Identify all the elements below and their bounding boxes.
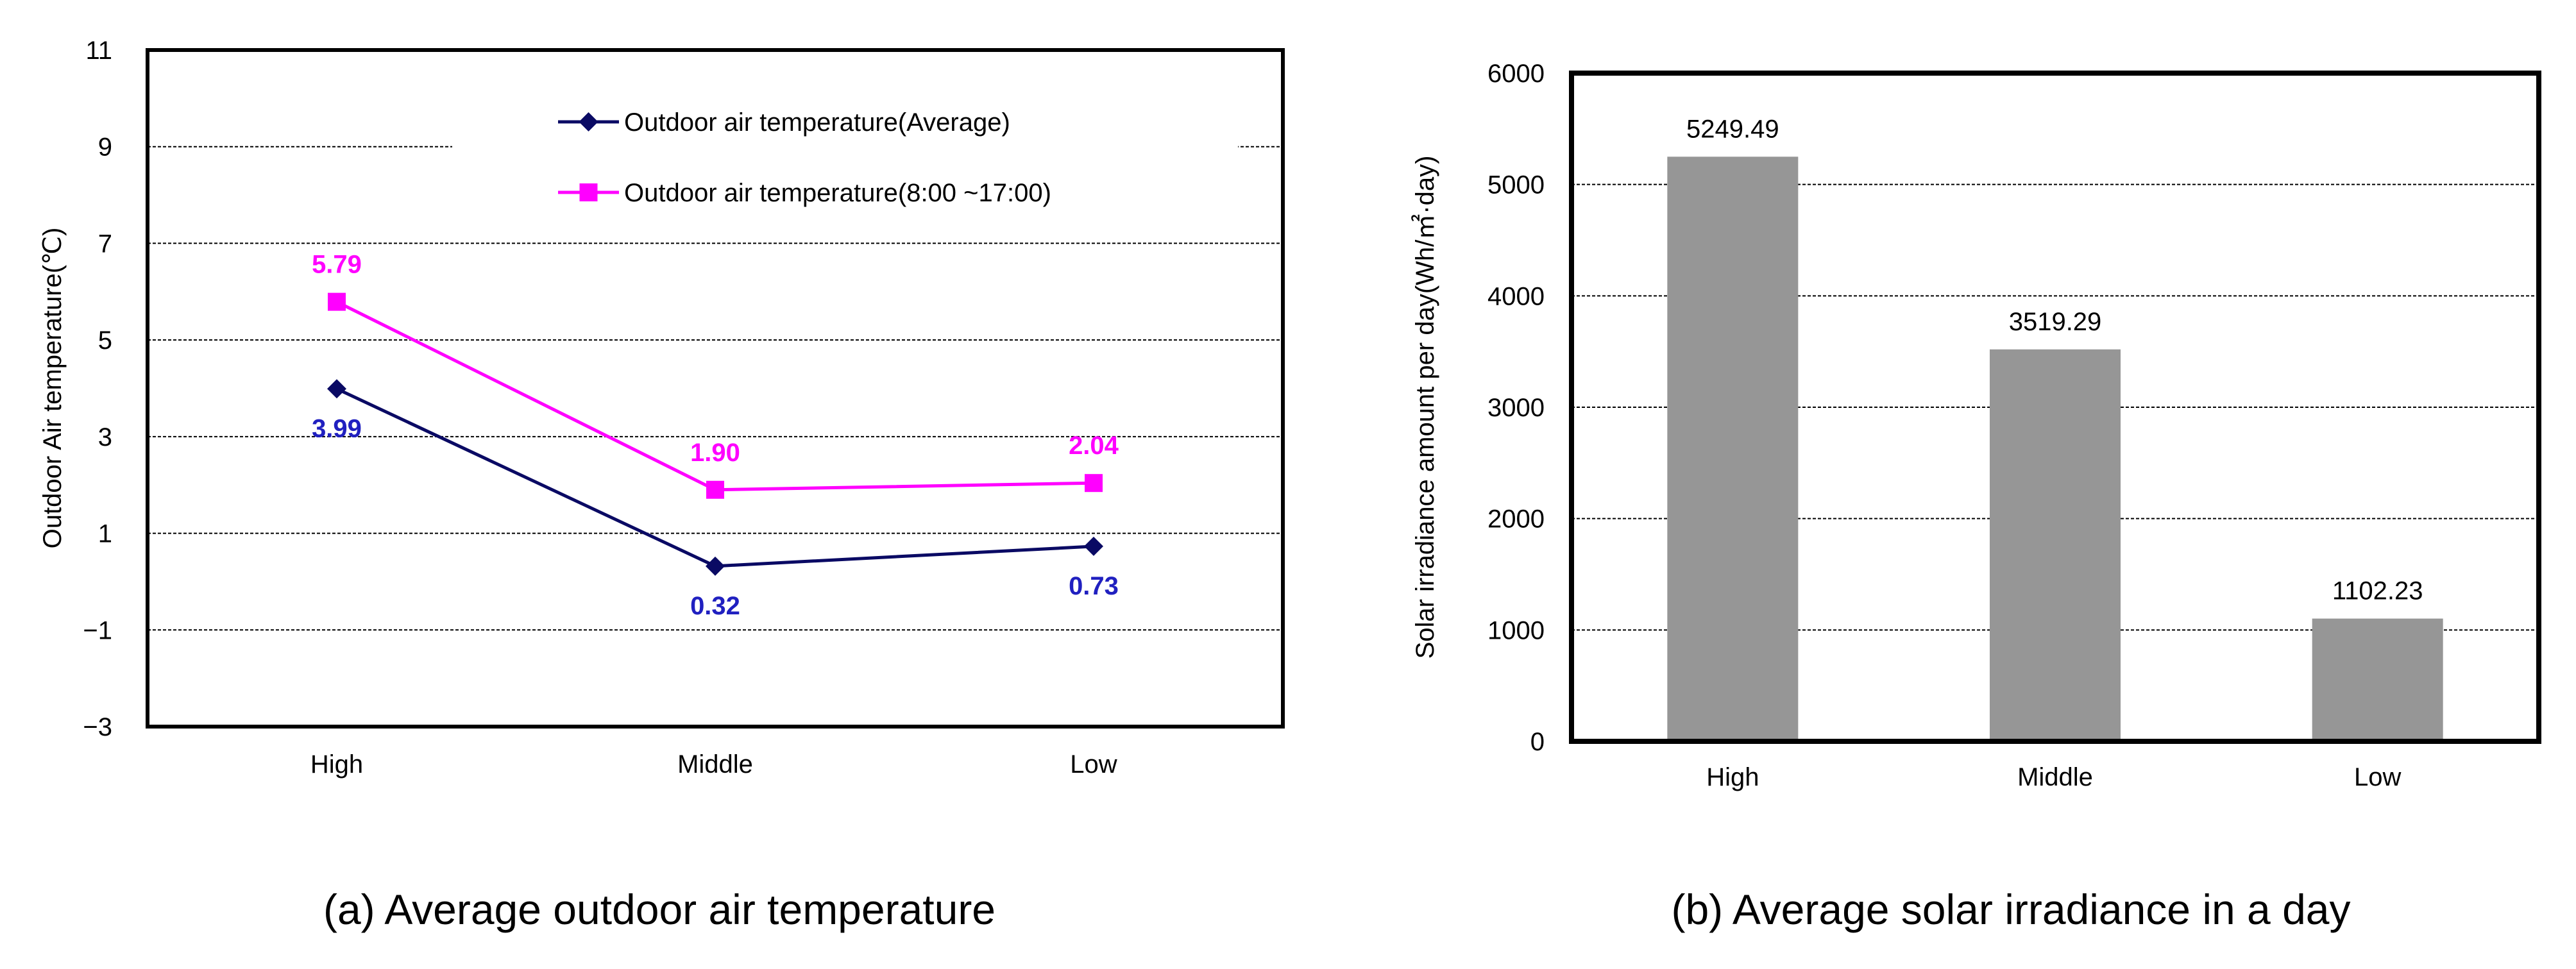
- temperature-legend: Outdoor air temperature(Average) Outdoor …: [558, 108, 1051, 207]
- temperature-point-marker: [1085, 474, 1103, 493]
- temperature-y-tick-label: 9: [98, 133, 112, 162]
- solar-bar-value-label: 1102.23: [2332, 577, 2423, 605]
- temperature-caption: (a) Average outdoor air temperature: [323, 886, 996, 933]
- temperature-series-line: [335, 387, 1094, 568]
- solar-y-tick-label: 5000: [1487, 171, 1545, 199]
- solar-bar: [1990, 349, 2121, 741]
- temperature-data-label: 0.32: [690, 592, 740, 620]
- solar-bar-value-label: 3519.29: [2009, 308, 2102, 336]
- solar-bar-value-label: 5249.49: [1686, 115, 1779, 143]
- solar-bar: [1667, 156, 1799, 742]
- temperature-data-label: 1.90: [690, 439, 740, 467]
- solar-x-tick-label: Low: [2354, 763, 2401, 791]
- temperature-y-tick-label: −3: [83, 713, 112, 741]
- solar-plot-frame: [1569, 71, 2541, 744]
- temperature-legend-marker: [579, 112, 598, 131]
- temperature-y-tick-label: −1: [83, 616, 112, 645]
- temperature-point-marker: [328, 292, 346, 311]
- solar-y-ticks: 6000 5000 4000 3000 2000 1000 0: [1487, 60, 1545, 756]
- solar-bar: [2312, 618, 2443, 741]
- temperature-y-ticks: 11 9 7 5 3 1 −1 −3: [83, 37, 112, 741]
- temperature-y-tick-label: 3: [98, 423, 112, 451]
- temperature-x-tick-label: High: [310, 750, 363, 779]
- solar-y-tick-label: 6000: [1487, 60, 1545, 88]
- temperature-data-label: 2.04: [1069, 432, 1119, 460]
- temperature-y-axis-title: Outdoor Air temperature(℃): [38, 228, 67, 549]
- temperature-y-tick-label: 11: [85, 37, 112, 65]
- temperature-x-tick-label: Middle: [677, 750, 753, 779]
- solar-y-axis-title: Solar irradiance amount per day(Wh/㎡·day…: [1411, 156, 1439, 659]
- solar-bar-chart: 6000 5000 4000 3000 2000 1000 0 5249.49 3519.29…: [1411, 60, 2541, 933]
- temperature-series: [327, 292, 1103, 576]
- solar-data-labels: 5249.49 3519.29 1102.23: [1686, 115, 2423, 605]
- temperature-legend-label: Outdoor air temperature(Average): [624, 108, 1010, 137]
- temperature-data-labels: 3.99 0.32 0.73 5.79 1.90 2.04: [312, 251, 1119, 620]
- temperature-data-label: 0.73: [1069, 572, 1119, 600]
- temperature-y-tick-label: 7: [98, 230, 112, 258]
- temperature-x-tick-label: Low: [1070, 750, 1117, 779]
- temperature-legend-background: [452, 90, 1238, 237]
- solar-y-tick-label: 4000: [1487, 282, 1545, 310]
- temperature-y-tick-label: 1: [98, 520, 112, 548]
- temperature-line-chart: 11 9 7 5 3 1 −1 −3 High Middle Low 3.99 0.32 0.73 5.…: [38, 37, 1285, 933]
- solar-y-tick-label: 1000: [1487, 616, 1545, 645]
- solar-y-tick-label: 2000: [1487, 505, 1545, 534]
- temperature-point-marker: [1084, 536, 1103, 556]
- solar-caption: (b) Average solar irradiance in a day: [1671, 886, 2350, 933]
- temperature-x-ticks: High Middle Low: [310, 750, 1117, 779]
- solar-x-tick-label: Middle: [2017, 763, 2093, 791]
- solar-y-tick-label: 3000: [1487, 394, 1545, 422]
- temperature-data-label: 3.99: [312, 414, 362, 442]
- temperature-point-marker: [327, 379, 346, 399]
- solar-x-tick-label: High: [1706, 763, 1759, 791]
- temperature-legend-marker: [579, 183, 598, 201]
- temperature-data-label: 5.79: [312, 251, 362, 279]
- temperature-y-tick-label: 5: [98, 326, 112, 355]
- solar-bars: [1667, 156, 2443, 742]
- solar-x-ticks: High Middle Low: [1706, 763, 2401, 791]
- temperature-point-marker: [706, 480, 724, 499]
- solar-y-tick-label: 0: [1530, 728, 1545, 756]
- temperature-plot-frame: [146, 48, 1285, 729]
- temperature-legend-label: Outdoor air temperature(8:00 ~17:00): [624, 179, 1051, 207]
- temperature-point-marker: [706, 556, 725, 576]
